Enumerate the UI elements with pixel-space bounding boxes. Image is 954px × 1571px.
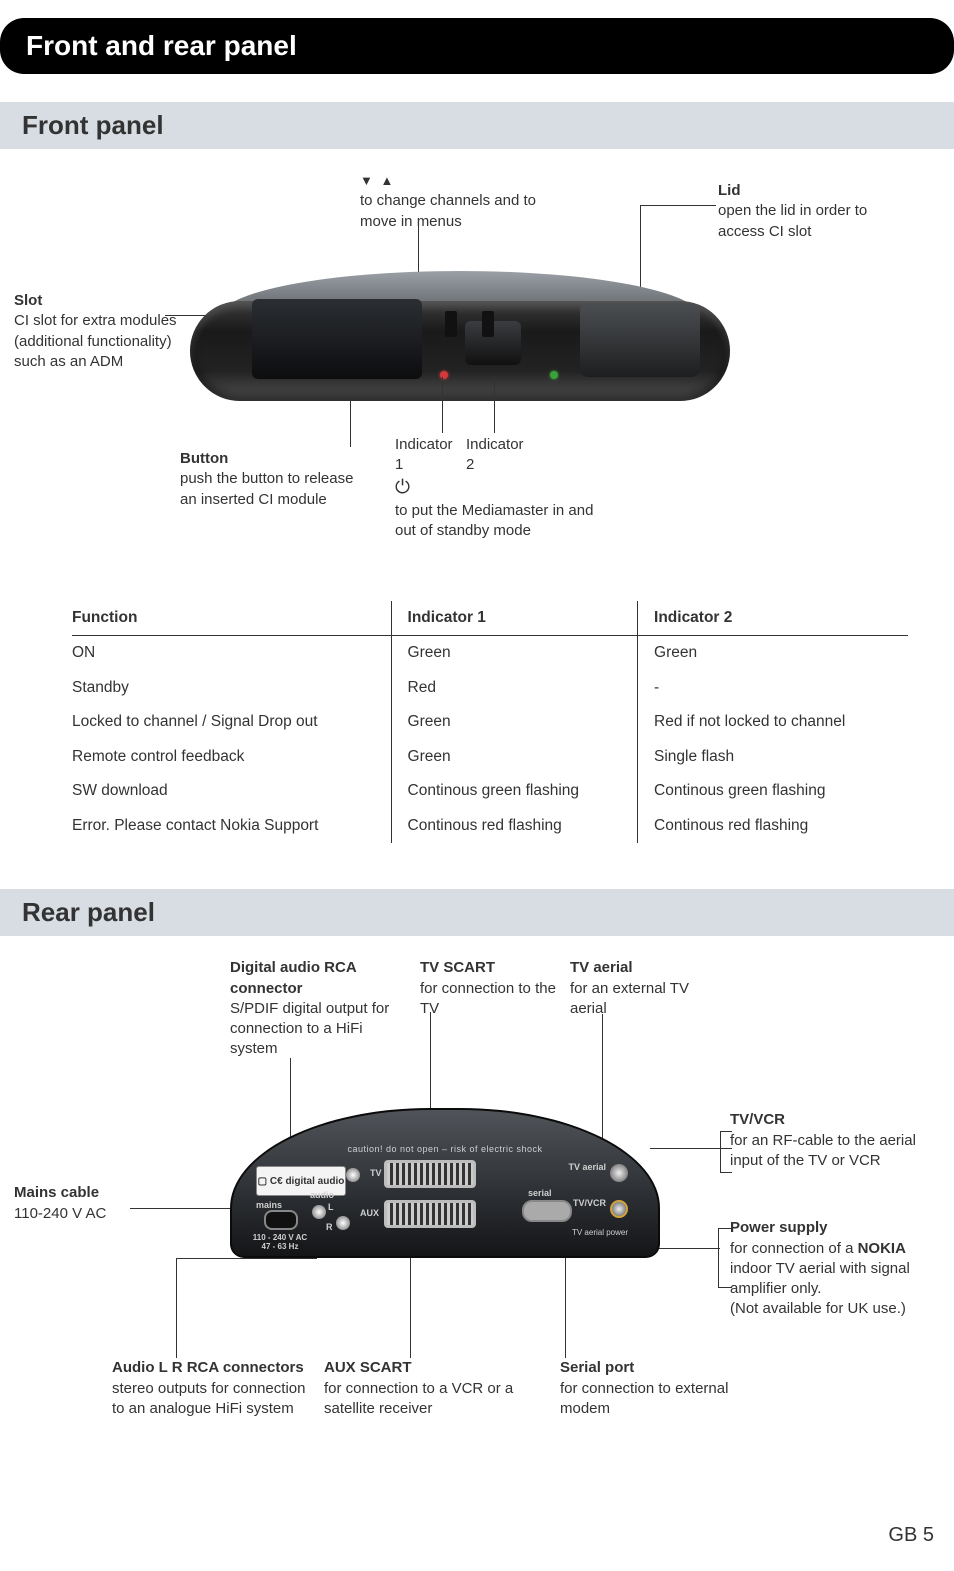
triangles-desc: to change channels and to move in menus: [360, 192, 536, 229]
lid-title: Lid: [718, 182, 741, 199]
table-cell: Locked to channel / Signal Drop out: [72, 705, 391, 739]
rear-tv-scart-port: [384, 1160, 476, 1188]
auxscart-title: AUX SCART: [324, 1359, 412, 1376]
rear-audio-label: audio: [310, 1190, 334, 1200]
table-body: ON Green Green Standby Red - Locked to c…: [72, 636, 908, 843]
triangle-icons: ▼ ▲: [360, 173, 395, 188]
rear-tvaerial-power-label: TV aerial power: [572, 1228, 628, 1237]
table-cell: Standby: [72, 671, 391, 705]
tvaerial-title: TV aerial: [570, 959, 633, 976]
table-row: ON Green Green: [72, 636, 908, 671]
rear-tv-aerial-port: [610, 1164, 628, 1182]
table-cell: Continous red flashing: [391, 809, 637, 843]
section-title: Front and rear panel: [0, 18, 954, 74]
power-desc: to put the Mediamaster in and out of sta…: [395, 502, 593, 539]
rear-l-label: L: [328, 1202, 334, 1212]
powersupply-desc2: indoor TV aerial with signal amplifier o…: [730, 1260, 910, 1297]
powersupply-desc3: (Not available for UK use.): [730, 1300, 906, 1317]
rear-tvvcr-label: TV/VCR: [573, 1198, 606, 1208]
indicator-table: Function Indicator 1 Indicator 2 ON Gree…: [72, 601, 908, 843]
mains-desc: 110-240 V AC: [14, 1205, 106, 1222]
rear-serial-port: [522, 1200, 572, 1222]
table-cell: Continous green flashing: [638, 774, 908, 808]
digital-audio-desc: S/PDIF digital output for connection to …: [230, 1000, 389, 1058]
tvvcr-desc: for an RF-cable to the aerial input of t…: [730, 1132, 916, 1169]
table-header-function: Function: [72, 601, 391, 636]
serial-desc: for connection to external modem: [560, 1380, 728, 1417]
lid-desc: open the lid in order to access CI slot: [718, 202, 867, 239]
table-cell: Green: [391, 636, 637, 671]
table-row: SW download Continous green flashing Con…: [72, 774, 908, 808]
table-cell: Single flash: [638, 740, 908, 774]
digital-audio-title: Digital audio RCA connector: [230, 959, 356, 996]
slot-title: Slot: [14, 292, 42, 309]
rear-panel-heading: Rear panel: [0, 889, 954, 936]
rear-mains-port: [264, 1210, 298, 1230]
table-cell: -: [638, 671, 908, 705]
table-cell: Green: [638, 636, 908, 671]
powersupply-brand: NOKIA: [858, 1240, 906, 1257]
rear-voltage-label: 110 - 240 V AC 47 - 63 Hz: [240, 1234, 320, 1252]
table-row: Error. Please contact Nokia Support Cont…: [72, 809, 908, 843]
rear-shock-label: caution! do not open – risk of electric …: [272, 1144, 618, 1154]
rear-digital-rca-port: [346, 1168, 360, 1182]
rear-aux-label: AUX: [360, 1208, 379, 1218]
table-row: Remote control feedback Green Single fla…: [72, 740, 908, 774]
table-cell: Green: [391, 740, 637, 774]
rear-tv-label: TV: [370, 1168, 382, 1178]
device-rear-illustration: caution! do not open – risk of electric …: [230, 1108, 660, 1258]
table-header-ind1: Indicator 1: [391, 601, 637, 636]
table-cell: ON: [72, 636, 391, 671]
audiolr-title: Audio L R RCA connectors: [112, 1359, 304, 1376]
rear-panel-diagram: Digital audio RCA connector S/PDIF digit…: [0, 958, 954, 1498]
powersupply-desc1: for connection of a: [730, 1240, 858, 1257]
rear-tvaerial-label: TV aerial: [568, 1162, 606, 1172]
table-cell: Error. Please contact Nokia Support: [72, 809, 391, 843]
table-row: Standby Red -: [72, 671, 908, 705]
rear-tv-vcr-port: [610, 1200, 628, 1218]
rear-serial-label: serial: [528, 1188, 552, 1198]
audiolr-desc: stereo outputs for connection to an anal…: [112, 1380, 305, 1417]
table-cell: Green: [391, 705, 637, 739]
front-panel-heading: Front panel: [0, 102, 954, 149]
table-cell: Continous green flashing: [391, 774, 637, 808]
rear-audio-r-port: [336, 1216, 350, 1230]
tvscart-desc: for connection to the TV: [420, 980, 556, 1017]
mains-title: Mains cable: [14, 1184, 99, 1201]
tvaerial-desc: for an external TV aerial: [570, 980, 689, 1017]
power-icon: ⏻: [395, 477, 410, 498]
indicator1-label: Indicator 1: [395, 436, 453, 473]
indicator2-label: Indicator 2: [466, 436, 524, 473]
table-row: Locked to channel / Signal Drop out Gree…: [72, 705, 908, 739]
front-panel-diagram: ▼ ▲ to change channels and to move in me…: [0, 171, 954, 581]
table-cell: Continous red flashing: [638, 809, 908, 843]
rear-r-label: R: [326, 1222, 333, 1232]
auxscart-desc: for connection to a VCR or a satellite r…: [324, 1380, 513, 1417]
table-cell: Red: [391, 671, 637, 705]
button-title: Button: [180, 450, 228, 467]
rear-aux-scart-port: [384, 1200, 476, 1228]
table-cell: Remote control feedback: [72, 740, 391, 774]
powersupply-title: Power supply: [730, 1219, 828, 1236]
table-header-ind2: Indicator 2: [638, 601, 908, 636]
tvscart-title: TV SCART: [420, 959, 495, 976]
rear-mains-label: mains: [256, 1200, 282, 1210]
device-front-illustration: [190, 291, 730, 411]
tvvcr-title: TV/VCR: [730, 1111, 785, 1128]
serial-title: Serial port: [560, 1359, 634, 1376]
rear-audio-l-port: [312, 1205, 326, 1219]
table-cell: SW download: [72, 774, 391, 808]
button-desc: push the button to release an inserted C…: [180, 470, 353, 507]
slot-desc: CI slot for extra modules (additional fu…: [14, 312, 177, 370]
table-cell: Red if not locked to channel: [638, 705, 908, 739]
page-number: GB 5: [0, 1518, 954, 1571]
